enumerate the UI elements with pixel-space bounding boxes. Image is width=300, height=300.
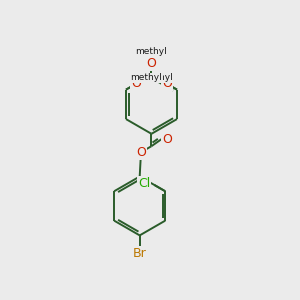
- Text: methyl: methyl: [130, 74, 162, 82]
- Text: methyl: methyl: [141, 74, 172, 82]
- Text: methyl: methyl: [136, 47, 167, 56]
- Text: O: O: [162, 77, 172, 90]
- Text: O: O: [136, 146, 146, 159]
- Text: Cl: Cl: [138, 177, 150, 190]
- Text: O: O: [146, 57, 156, 70]
- Text: Br: Br: [133, 247, 147, 260]
- Text: O: O: [162, 133, 172, 146]
- Text: O: O: [131, 77, 141, 90]
